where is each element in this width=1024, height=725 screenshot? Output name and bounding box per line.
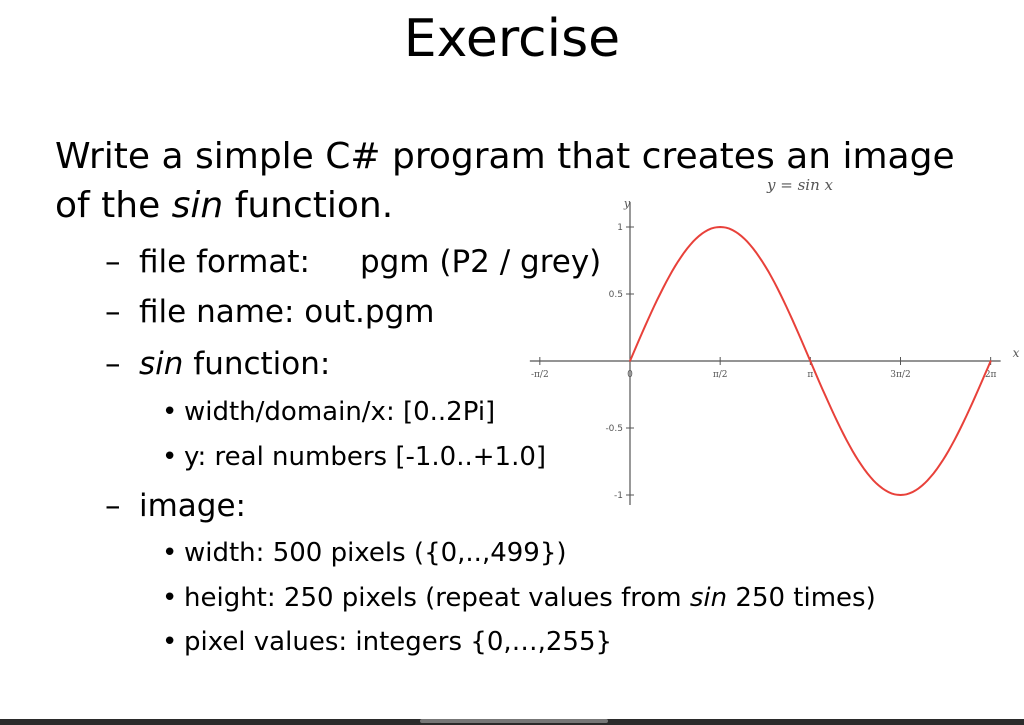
x-tick-label: π (807, 370, 813, 380)
x-tick-label: π/2 (713, 370, 728, 380)
x-axis-label: x (1013, 346, 1020, 360)
bullet-marker: • (162, 397, 178, 427)
data-point (719, 226, 721, 228)
intro-line-2: of the sin function. (55, 185, 394, 226)
bullet-marker: • (162, 442, 178, 472)
data-point (989, 360, 992, 362)
sub-item-width-domain: • width/domain/x: [0..2Pi] (162, 397, 496, 427)
chart-title: y = sin x (766, 176, 834, 194)
y-tick-label: -1 (614, 491, 623, 501)
dash-marker: – (105, 488, 121, 524)
list-item-file-name: – file name: out.pgm (105, 294, 435, 330)
list-item-sin-function: – sin function: (105, 346, 331, 382)
x-tick-label: 3π/2 (890, 370, 910, 380)
intro-line-1: Write a simple C# program that creates a… (55, 136, 955, 177)
data-point (877, 484, 879, 486)
data-point (922, 484, 924, 486)
data-point (899, 494, 902, 496)
data-point (809, 360, 812, 362)
data-point (696, 236, 699, 238)
data-point (741, 236, 744, 238)
data-point (651, 308, 654, 311)
intro-paragraph: Write a simple C# program that creates a… (55, 132, 995, 230)
sub-item-height: • height: 250 pixels (repeat values from … (162, 583, 876, 613)
slide-title: Exercise (403, 9, 621, 69)
data-point (832, 411, 834, 414)
sine-graph: -π/2 0 π/2 π 3π/2 2π 1 0.5 -0.5 -1 x y y = sin x (529, 176, 1020, 505)
bullet-marker: • (162, 627, 178, 657)
y-tick-label: -0.5 (605, 424, 623, 434)
scroll-thumb[interactable] (420, 719, 608, 723)
data-point (854, 454, 857, 457)
data-point (944, 454, 947, 457)
file-format-value: pgm (P2 / grey) (359, 244, 602, 280)
bullet-marker: • (162, 583, 178, 613)
file-format-label: file format: (139, 244, 310, 280)
sub-item-y-range: • y: real numbers [-1.0..+1.0] (162, 442, 547, 472)
y-tick-label: 1 (617, 223, 623, 233)
dash-marker: – (105, 346, 121, 382)
list-item-file-format: – file format: pgm (P2 / grey) (105, 242, 601, 282)
x-tick-label: 2π (985, 370, 997, 380)
dash-marker: – (105, 294, 121, 330)
data-point (967, 411, 969, 414)
data-point (764, 265, 767, 268)
list-item-image: – image: (105, 488, 247, 524)
data-point (629, 360, 631, 362)
x-tick-label: 0 (627, 370, 633, 380)
sub-item-pixel-values: • pixel values: integers {0,…,255} (162, 627, 613, 657)
sub-item-width: • width: 500 pixels ({0,..,499}) (162, 538, 567, 568)
data-point (674, 265, 676, 268)
y-tick-label: 0.5 (609, 290, 623, 300)
bullet-marker: • (162, 538, 178, 568)
y-axis-label: y (623, 197, 631, 210)
x-tick-label: -π/2 (531, 370, 549, 380)
data-point (786, 308, 789, 311)
dash-marker: – (105, 244, 121, 280)
